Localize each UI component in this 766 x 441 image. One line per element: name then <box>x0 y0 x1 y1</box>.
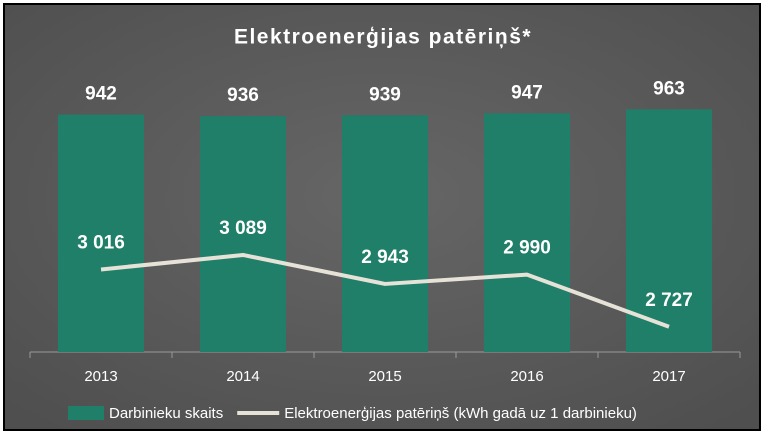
line-value-label: 3 089 <box>219 218 267 239</box>
line <box>100 252 670 329</box>
bar <box>200 116 286 353</box>
bar <box>626 109 712 352</box>
bar-value-label: 936 <box>227 85 259 106</box>
bar-value-label: 939 <box>369 84 401 105</box>
line-value-label: 2 943 <box>361 247 409 268</box>
legend-swatch <box>68 406 104 420</box>
bar <box>58 114 144 352</box>
bar <box>484 113 570 352</box>
x-tick-label: 2016 <box>510 368 543 385</box>
chart-title: Elektroenerģijas patēriņš* <box>234 26 532 49</box>
legend-label: Darbinieku skaits <box>109 405 223 422</box>
x-tick-label: 2015 <box>368 368 401 385</box>
bar-value-label: 947 <box>511 82 543 103</box>
line-value-label: 2 727 <box>645 290 693 311</box>
line-value-label: 3 016 <box>77 232 125 253</box>
x-tick-label: 2017 <box>652 368 685 385</box>
bar-value-label: 942 <box>85 84 117 105</box>
line-value-label: 2 990 <box>503 238 551 259</box>
x-tick-label: 2014 <box>226 368 259 385</box>
x-tick-label: 2013 <box>84 368 117 385</box>
legend-label: Elektroenerģijas patēriņš (kWh gadā uz 1… <box>284 405 637 422</box>
bar <box>342 115 428 352</box>
bar-value-label: 963 <box>653 78 685 99</box>
